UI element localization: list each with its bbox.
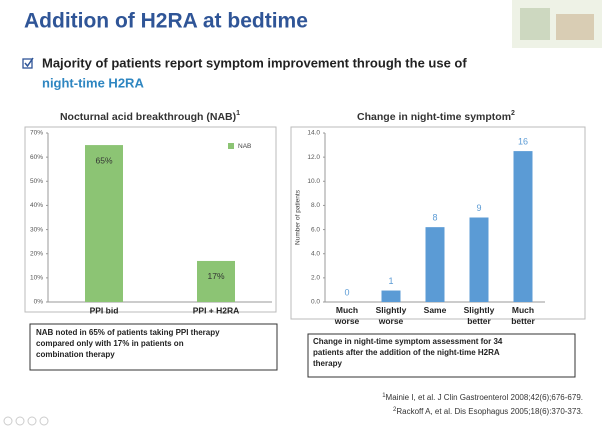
y-tick-label: 2.0: [311, 275, 320, 282]
chart-title: Change in night-time symptom2: [357, 110, 515, 123]
legend-swatch: [228, 143, 234, 149]
caption: NAB noted in 65% of patients taking PPI …: [36, 328, 220, 359]
slide-title: Addition of H2RA at bedtime: [24, 10, 308, 33]
bar: [85, 145, 123, 302]
toolbar-icon: [27, 416, 37, 426]
y-tick-label: 70%: [30, 130, 43, 137]
footnote-marker: 2: [511, 110, 515, 117]
y-tick-label: 12.0: [307, 154, 320, 161]
y-tick-label: 0.0: [311, 299, 320, 306]
chart-title: Nocturnal acid breakthrough (NAB)1: [60, 110, 240, 123]
reference: 1Mainie I, et al. J Clin Gastroenterol 2…: [382, 393, 583, 403]
y-tick-label: 60%: [30, 154, 43, 161]
chart-frame: [290, 126, 586, 320]
y-tick-label: 0%: [34, 299, 44, 306]
x-tick-label: Much better: [511, 305, 535, 326]
header-image: [520, 8, 550, 40]
caption-box: [29, 323, 278, 371]
caption-box: [307, 333, 576, 378]
bullet-text: Majority of patients report symptom impr…: [42, 55, 467, 70]
x-tick-label: PPI bid: [90, 305, 119, 315]
data-label: 16: [518, 136, 528, 146]
footnote-marker: 1: [236, 110, 240, 117]
caption: Change in night-time symptom assessment …: [313, 337, 503, 368]
toolbar-icon: [15, 416, 25, 426]
checkbox-icon: [24, 57, 34, 68]
data-label: 65%: [95, 155, 112, 165]
chart-frame: [24, 126, 277, 313]
y-tick-label: 6.0: [311, 226, 320, 233]
reference: 2Rackoff A, et al. Dis Esophagus 2005;18…: [393, 407, 583, 417]
y-tick-label: 50%: [30, 178, 43, 185]
y-tick-label: 20%: [30, 250, 43, 257]
reference-text: Rackoff A, et al. Dis Esophagus 2005;18(…: [396, 407, 583, 416]
y-tick-label: 8.0: [311, 202, 320, 209]
y-tick-label: 14.0: [307, 130, 320, 137]
x-tick-label: Same: [424, 305, 447, 315]
data-label: 0: [344, 287, 349, 297]
data-label: 17%: [207, 271, 224, 281]
y-tick-label: 10.0: [307, 178, 320, 185]
bar: [425, 227, 445, 302]
x-tick-label: Slightly worse: [376, 305, 407, 326]
y-tick-label: 4.0: [311, 250, 320, 257]
data-label: 8: [432, 213, 437, 223]
y-tick-label: 30%: [30, 226, 43, 233]
checkbox-icon: [22, 58, 33, 69]
toolbar-icon: [39, 416, 49, 426]
legend-label: NAB: [238, 143, 251, 150]
bullet-highlight: night-time H2RA: [42, 75, 144, 90]
reference-text: Mainie I, et al. J Clin Gastroenterol 20…: [386, 393, 583, 402]
data-label: 1: [388, 276, 393, 286]
x-tick-label: PPI + H2RA: [193, 305, 240, 315]
y-tick-label: 10%: [30, 275, 43, 282]
toolbar-icon: [3, 416, 13, 426]
bar: [197, 260, 235, 302]
reference-marker: 1: [382, 393, 386, 399]
bar: [469, 217, 489, 302]
bar: [513, 151, 533, 302]
reference-marker: 2: [393, 407, 397, 413]
x-tick-label: Slightly better: [464, 305, 495, 326]
data-label: 9: [476, 203, 481, 213]
toolbar: [3, 416, 49, 426]
y-axis-label: Number of patients: [295, 189, 302, 245]
bar: [381, 290, 401, 302]
x-tick-label: Much worse: [334, 305, 360, 326]
y-tick-label: 40%: [30, 202, 43, 209]
header-image: [556, 14, 594, 40]
